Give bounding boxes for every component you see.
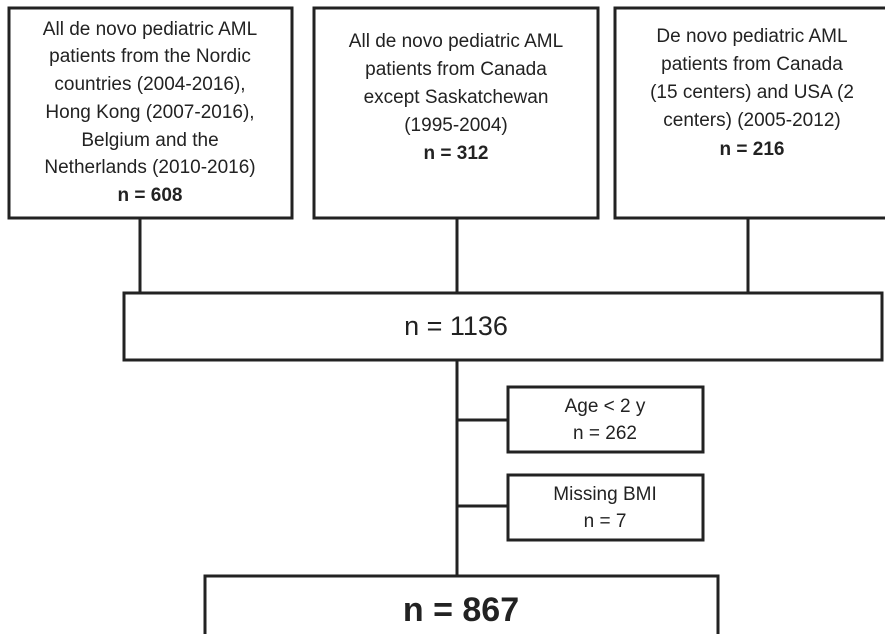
box-text: (1995-2004) xyxy=(404,115,508,136)
box xyxy=(506,385,705,454)
box-text: (15 centers) and USA (2 xyxy=(650,82,854,103)
box-text: Age < 2 y xyxy=(565,396,646,417)
box-text: n = 262 xyxy=(573,423,637,444)
box xyxy=(203,574,720,634)
box xyxy=(312,6,600,220)
box-text: Hong Kong (2007-2016), xyxy=(45,102,254,123)
box-text: All de novo pediatric AML xyxy=(43,19,257,40)
box-text: Missing BMI xyxy=(553,484,656,505)
box-count: n = 1136 xyxy=(404,311,508,341)
box-text: except Saskatchewan xyxy=(364,87,549,108)
box-text: Belgium and the xyxy=(81,130,218,151)
box xyxy=(613,6,885,220)
box-text: Netherlands (2010-2016) xyxy=(44,157,255,178)
box xyxy=(506,473,705,542)
box-count: n = 867 xyxy=(403,591,519,629)
box-text: patients from the Nordic xyxy=(49,46,251,67)
box-text: All de novo pediatric AML xyxy=(349,31,563,52)
box-text: patients from Canada xyxy=(365,59,547,80)
box-text: countries (2004-2016), xyxy=(54,74,245,95)
box-text: patients from Canada xyxy=(661,54,843,75)
box-text: De novo pediatric AML xyxy=(656,26,847,47)
box xyxy=(7,6,294,220)
box xyxy=(122,291,884,362)
box-text: n = 7 xyxy=(584,511,627,532)
box-text: centers) (2005-2012) xyxy=(663,110,840,131)
box-count: n = 216 xyxy=(720,139,785,160)
box-count: n = 312 xyxy=(424,143,489,164)
box-count: n = 608 xyxy=(118,185,183,206)
